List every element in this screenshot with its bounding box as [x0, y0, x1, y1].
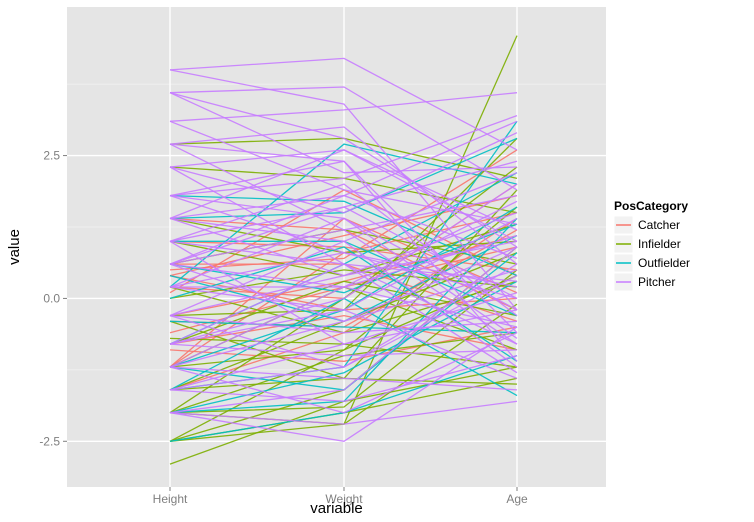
x-tick-label: Height	[153, 492, 188, 506]
data-line	[169, 217, 518, 345]
data-line	[169, 120, 518, 225]
data-line	[169, 332, 518, 414]
data-line	[169, 354, 518, 402]
legend-item-outfielder: Outfielder	[613, 253, 690, 273]
legend-title: PosCategory	[614, 199, 688, 213]
data-line	[169, 126, 518, 265]
data-line	[169, 114, 518, 197]
data-line	[169, 280, 518, 414]
x-tick-label: Weight	[325, 492, 363, 506]
y-tick-label: 2.5	[43, 149, 60, 163]
data-line	[169, 132, 518, 214]
data-line	[169, 92, 518, 122]
data-line	[169, 194, 518, 277]
data-lines-layer	[169, 35, 518, 465]
data-line	[169, 343, 518, 357]
legend-items: Catcher Infielder Outfielder Pitcher	[613, 215, 690, 292]
data-line	[169, 366, 518, 391]
data-line	[169, 120, 518, 265]
data-line	[169, 69, 518, 311]
legend-label: Catcher	[638, 218, 680, 232]
legend-label: Infielder	[638, 237, 681, 251]
data-line	[169, 143, 518, 288]
legend-item-infielder: Infielder	[613, 234, 681, 254]
series-pitcher	[169, 57, 518, 442]
data-line	[169, 206, 518, 299]
data-line	[169, 183, 518, 345]
legend-label: Outfielder	[638, 256, 690, 270]
data-line	[169, 246, 518, 362]
data-line	[169, 86, 518, 191]
x-tick-label: Age	[506, 492, 528, 506]
legend: PosCategory Catcher Infielder Outfielder Pi…	[613, 199, 690, 292]
data-line	[169, 149, 518, 242]
data-line	[169, 400, 518, 425]
y-tick-label: -2.5	[39, 434, 60, 448]
legend-label: Pitcher	[638, 275, 675, 289]
data-line	[169, 149, 518, 271]
data-line	[169, 320, 518, 334]
data-line	[169, 326, 518, 442]
data-line	[169, 57, 518, 151]
data-line	[169, 194, 518, 277]
data-line	[169, 166, 518, 345]
data-line	[169, 240, 518, 345]
data-line	[169, 143, 518, 231]
y-axis-title: value	[6, 229, 23, 265]
data-line	[170, 286, 518, 328]
data-line	[169, 269, 518, 414]
legend-item-catcher: Catcher	[613, 215, 680, 235]
data-line	[169, 246, 518, 414]
data-line	[169, 92, 518, 174]
data-line	[169, 172, 518, 317]
x-axis-title: variable	[310, 500, 363, 517]
data-line	[169, 194, 518, 288]
data-line	[169, 206, 518, 368]
data-line	[169, 326, 518, 362]
data-line	[169, 223, 518, 294]
data-line	[169, 246, 518, 322]
data-line	[169, 212, 518, 277]
y-tick-label: 0.0	[43, 291, 60, 305]
data-line	[169, 314, 518, 334]
data-line	[169, 269, 518, 300]
legend-item-pitcher: Pitcher	[613, 272, 675, 292]
axis-layer: -2.5 0.0 2.5 Height Weight Age	[39, 149, 528, 506]
